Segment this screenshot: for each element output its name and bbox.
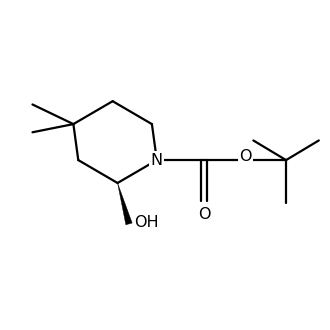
Text: OH: OH	[134, 215, 158, 230]
Text: O: O	[239, 148, 251, 164]
Text: N: N	[151, 152, 163, 168]
Polygon shape	[117, 183, 132, 225]
Text: O: O	[198, 207, 211, 222]
